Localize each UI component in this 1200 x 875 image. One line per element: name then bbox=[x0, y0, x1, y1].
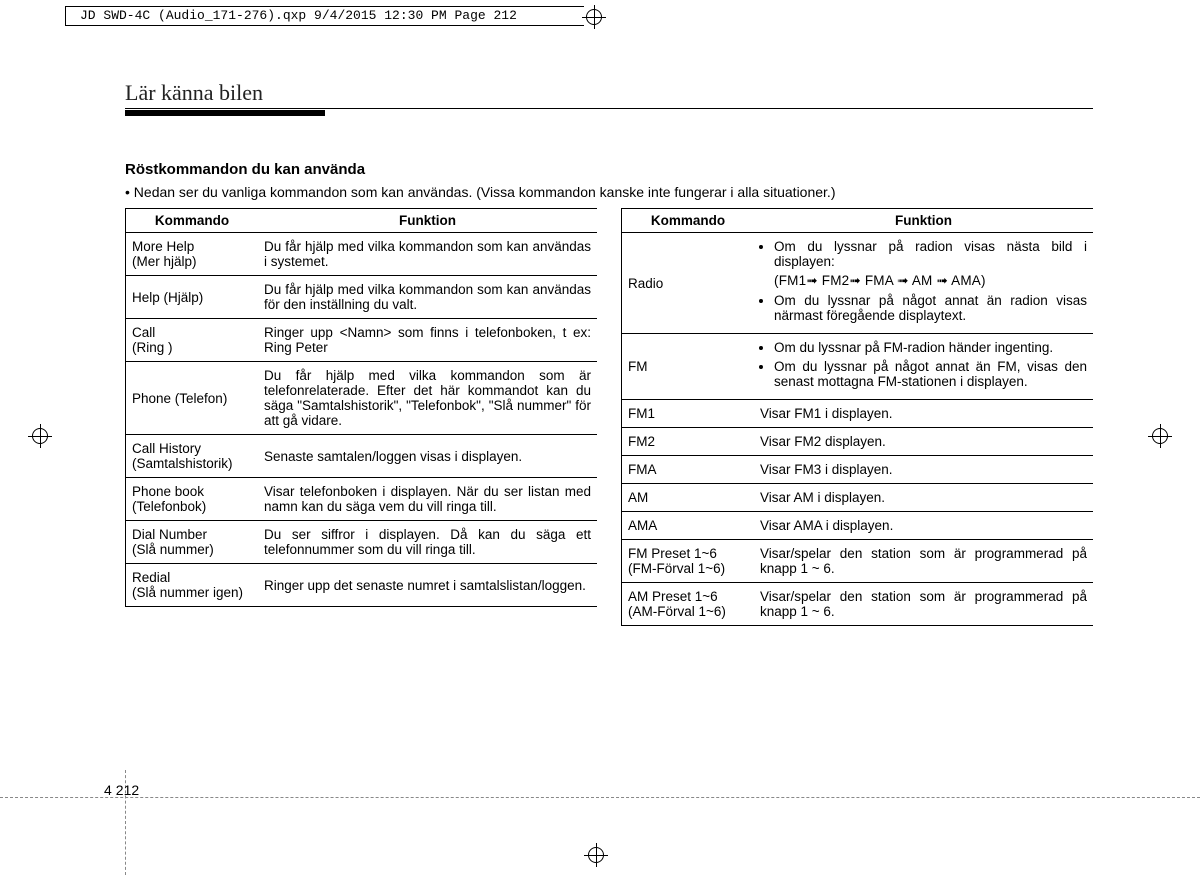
func-cell: Du får hjälp med vilka kommandon som kan… bbox=[258, 276, 597, 319]
func-cell: Visar/spelar den station som är programm… bbox=[754, 583, 1093, 626]
table-row: FM1Visar FM1 i displayen. bbox=[622, 400, 1094, 428]
table-row: Help (Hjälp)Du får hjälp med vilka komma… bbox=[126, 276, 598, 319]
func-cell: Ringer upp det senaste numret i samtalsl… bbox=[258, 564, 597, 607]
registration-mark-top bbox=[582, 5, 606, 29]
table-row: Call(Ring )Ringer upp <Namn> som finns i… bbox=[126, 319, 598, 362]
func-cell: Du ser siffror i displayen. Då kan du sä… bbox=[258, 521, 597, 564]
func-cell: Du får hjälp med vilka kommandon som är … bbox=[258, 362, 597, 435]
func-cell: Om du lyssnar på FM-radion händer ingent… bbox=[754, 334, 1093, 400]
registration-mark-right bbox=[1148, 424, 1172, 448]
commands-table-left: Kommando Funktion More Help(Mer hjälp)Du… bbox=[125, 208, 597, 607]
cmd-cell: FM bbox=[622, 334, 755, 400]
func-cell: Visar AM i displayen. bbox=[754, 484, 1093, 512]
table-row: FMOm du lyssnar på FM-radion händer inge… bbox=[622, 334, 1094, 400]
th-cmd: Kommando bbox=[622, 209, 755, 233]
cmd-cell: Dial Number(Slå nummer) bbox=[126, 521, 259, 564]
table-row: RadioOm du lyssnar på radion visas nästa… bbox=[622, 233, 1094, 334]
cmd-cell: Call(Ring ) bbox=[126, 319, 259, 362]
table-row: AMAVisar AMA i displayen. bbox=[622, 512, 1094, 540]
table-row: Phone book(Telefonbok)Visar telefonboken… bbox=[126, 478, 598, 521]
table-row: More Help(Mer hjälp)Du får hjälp med vil… bbox=[126, 233, 598, 276]
cmd-cell: Redial(Slå nummer igen) bbox=[126, 564, 259, 607]
cmd-cell: FM1 bbox=[622, 400, 755, 428]
cmd-cell: AM Preset 1~6(AM-Förval 1~6) bbox=[622, 583, 755, 626]
table-row: Redial(Slå nummer igen)Ringer upp det se… bbox=[126, 564, 598, 607]
heading: Röstkommandon du kan använda bbox=[125, 161, 1093, 178]
cmd-cell: FM2 bbox=[622, 428, 755, 456]
th-func: Funktion bbox=[258, 209, 597, 233]
table-row: FM2Visar FM2 displayen. bbox=[622, 428, 1094, 456]
func-cell: Visar AMA i displayen. bbox=[754, 512, 1093, 540]
table-row: FM Preset 1~6(FM-Förval 1~6)Visar/spelar… bbox=[622, 540, 1094, 583]
crop-header: JD SWD-4C (Audio_171-276).qxp 9/4/2015 1… bbox=[80, 8, 517, 23]
table-row: Phone (Telefon)Du får hjälp med vilka ko… bbox=[126, 362, 598, 435]
commands-table-right: Kommando Funktion RadioOm du lyssnar på … bbox=[621, 208, 1093, 626]
page-content: Lär känna bilen Röstkommandon du kan anv… bbox=[125, 80, 1093, 626]
cmd-cell: Call History(Samtalshistorik) bbox=[126, 435, 259, 478]
cmd-cell: More Help(Mer hjälp) bbox=[126, 233, 259, 276]
registration-mark-left bbox=[28, 424, 52, 448]
cmd-cell: AMA bbox=[622, 512, 755, 540]
section-title: Lär känna bilen bbox=[125, 80, 1093, 106]
cmd-cell: Phone (Telefon) bbox=[126, 362, 259, 435]
func-cell: Visar FM2 displayen. bbox=[754, 428, 1093, 456]
func-cell: Om du lyssnar på radion visas nästa bild… bbox=[754, 233, 1093, 334]
table-row: AMVisar AM i displayen. bbox=[622, 484, 1094, 512]
section-underline bbox=[125, 108, 1093, 115]
cmd-cell: Help (Hjälp) bbox=[126, 276, 259, 319]
cmd-cell: Phone book(Telefonbok) bbox=[126, 478, 259, 521]
cmd-cell: FM Preset 1~6(FM-Förval 1~6) bbox=[622, 540, 755, 583]
th-func: Funktion bbox=[754, 209, 1093, 233]
func-cell: Visar FM3 i displayen. bbox=[754, 456, 1093, 484]
func-cell: Visar FM1 i displayen. bbox=[754, 400, 1093, 428]
registration-mark-bottom bbox=[584, 843, 608, 867]
func-cell: Du får hjälp med vilka kommandon som kan… bbox=[258, 233, 597, 276]
table-row: Dial Number(Slå nummer)Du ser siffror i … bbox=[126, 521, 598, 564]
intro-text: • Nedan ser du vanliga kommandon som kan… bbox=[125, 184, 1093, 200]
func-cell: Visar/spelar den station som är programm… bbox=[754, 540, 1093, 583]
cmd-cell: AM bbox=[622, 484, 755, 512]
table-row: FMAVisar FM3 i displayen. bbox=[622, 456, 1094, 484]
th-cmd: Kommando bbox=[126, 209, 259, 233]
table-row: Call History(Samtalshistorik)Senaste sam… bbox=[126, 435, 598, 478]
cmd-cell: Radio bbox=[622, 233, 755, 334]
func-cell: Senaste samtalen/loggen visas i displaye… bbox=[258, 435, 597, 478]
func-cell: Ringer upp <Namn> som finns i telefonbok… bbox=[258, 319, 597, 362]
cmd-cell: FMA bbox=[622, 456, 755, 484]
page-number: 4212 bbox=[104, 782, 139, 798]
trim-line-bottom bbox=[0, 797, 1200, 798]
table-row: AM Preset 1~6(AM-Förval 1~6)Visar/spelar… bbox=[622, 583, 1094, 626]
func-cell: Visar telefonboken i displayen. När du s… bbox=[258, 478, 597, 521]
